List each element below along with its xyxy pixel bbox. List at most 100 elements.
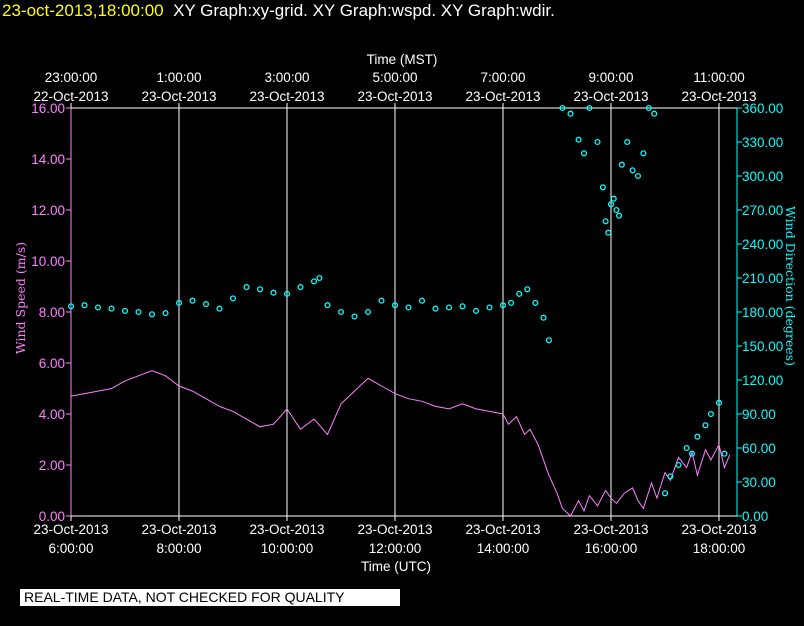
grid-layer xyxy=(178,108,720,516)
bottom-tick-label-date: 23-Oct-2013 xyxy=(141,522,216,537)
series-point-wdir xyxy=(586,104,593,112)
series-point-wdir xyxy=(297,284,304,291)
bottom-tick-label-time: 14:00:00 xyxy=(477,541,530,556)
left-axis-label: Wind Speed (m/s) xyxy=(13,242,28,354)
bottom-tick-label-time: 16:00:00 xyxy=(585,541,638,556)
series-point-wdir xyxy=(616,212,623,219)
series-point-wdir xyxy=(432,305,439,312)
series-point-wdir xyxy=(545,337,552,344)
series-point-wdir xyxy=(351,313,358,320)
series-point-wdir xyxy=(243,284,250,291)
top-tick-label-date: 23-Oct-2013 xyxy=(573,89,648,104)
left-tick-label: 6.00 xyxy=(39,356,65,371)
right-tick-label: 270.00 xyxy=(742,203,783,218)
series-point-wdir xyxy=(516,290,523,297)
top-tick-label-date: 23-Oct-2013 xyxy=(141,89,216,104)
series-point-wdir xyxy=(599,184,606,191)
series-point-wdir xyxy=(148,311,156,318)
series-point-wdir xyxy=(661,490,669,497)
series-point-wdir xyxy=(594,138,601,146)
series-point-wdir xyxy=(175,299,183,306)
axes-layer xyxy=(66,103,742,521)
right-tick-label: 30.00 xyxy=(742,475,776,490)
series-point-wdir xyxy=(364,308,372,316)
series-point-wdir xyxy=(162,310,169,317)
title-date: 23-oct-2013,18:00:00 xyxy=(2,1,164,20)
left-tick-label: 10.00 xyxy=(31,254,65,269)
left-tick-label: 8.00 xyxy=(39,305,65,320)
bottom-tick-label-time: 10:00:00 xyxy=(261,541,314,556)
top-tick-label-time: 1:00:00 xyxy=(156,70,201,85)
right-tick-label: 150.00 xyxy=(742,339,783,354)
bottom-tick-label-date: 23-Oct-2013 xyxy=(573,522,648,537)
right-tick-label: 240.00 xyxy=(742,237,783,252)
bottom-tick-label-time: 8:00:00 xyxy=(156,541,201,556)
left-tick-label: 2.00 xyxy=(39,458,65,473)
right-tick-label: 0.00 xyxy=(742,509,768,524)
top-tick-label-time: 23:00:00 xyxy=(45,70,98,85)
series-point-wdir xyxy=(324,302,331,309)
series-point-wdir xyxy=(316,274,323,282)
bottom-axis-label: Time (UTC) xyxy=(361,559,431,574)
left-tick-label: 16.00 xyxy=(31,101,65,116)
series-point-wdir xyxy=(580,150,588,157)
series-point-wdir xyxy=(94,304,102,311)
series-point-wdir xyxy=(675,461,682,469)
series-point-wdir xyxy=(559,104,566,112)
series-point-wdir xyxy=(472,307,480,314)
series-point-wdir xyxy=(610,195,617,202)
series-point-wdir xyxy=(337,308,345,316)
series-point-wdir xyxy=(418,297,426,304)
right-tick-label: 360.00 xyxy=(742,101,783,116)
series-point-wdir xyxy=(378,297,385,304)
bottom-tick-label-time: 18:00:00 xyxy=(693,541,746,556)
series-point-wdir xyxy=(229,295,237,302)
top-tick-label-time: 7:00:00 xyxy=(480,70,525,85)
top-tick-label-date: 23-Oct-2013 xyxy=(465,89,540,104)
series-point-wdir xyxy=(532,299,539,306)
series-point-wdir xyxy=(618,161,625,168)
series-point-wdir xyxy=(135,308,142,316)
right-tick-label: 210.00 xyxy=(742,271,783,286)
series-layer xyxy=(67,104,731,517)
series-point-wdir xyxy=(508,299,515,306)
series-point-wdir xyxy=(667,473,674,480)
series-point-wdir xyxy=(613,206,620,214)
bottom-tick-label-date: 23-Oct-2013 xyxy=(681,522,756,537)
top-tick-label-date: 23-Oct-2013 xyxy=(249,89,324,104)
left-tick-label: 12.00 xyxy=(31,203,65,218)
series-point-wdir xyxy=(283,290,291,297)
series-point-wdir xyxy=(67,303,75,310)
series-point-wdir xyxy=(702,422,709,429)
top-tick-label-date: 23-Oct-2013 xyxy=(357,89,432,104)
series-point-wdir xyxy=(459,303,466,310)
series-point-wdir xyxy=(634,172,642,180)
series-point-wdir xyxy=(108,305,115,312)
bottom-tick-label-date: 23-Oct-2013 xyxy=(249,522,324,537)
top-tick-label-date: 23-Oct-2013 xyxy=(681,89,756,104)
left-tick-label: 14.00 xyxy=(31,152,65,167)
series-point-wdir xyxy=(575,136,582,143)
series-point-wdir xyxy=(683,444,690,452)
left-tick-label: 4.00 xyxy=(39,407,65,422)
top-tick-label-date: 22-Oct-2013 xyxy=(33,89,108,104)
series-point-wdir xyxy=(707,410,714,418)
series-point-wdir xyxy=(651,110,658,117)
page-title: 23-oct-2013,18:00:00 XY Graph:xy-grid. X… xyxy=(2,1,555,21)
right-tick-label: 90.00 xyxy=(742,407,776,422)
series-point-wdir xyxy=(694,433,701,440)
series-point-wdir xyxy=(607,201,615,208)
series-point-wdir xyxy=(624,138,631,146)
right-tick-label: 60.00 xyxy=(742,441,776,456)
series-point-wdir xyxy=(721,450,728,457)
top-tick-label-time: 5:00:00 xyxy=(372,70,417,85)
left-tick-label: 0.00 xyxy=(39,509,65,524)
bottom-tick-label-date: 23-Oct-2013 xyxy=(357,522,432,537)
series-point-wdir xyxy=(688,450,696,457)
right-axis-label: Wind Direction (degrees) xyxy=(783,206,798,366)
title-graphs: XY Graph:xy-grid. XY Graph:wspd. XY Grap… xyxy=(173,1,555,20)
series-point-wdir xyxy=(256,286,264,293)
bottom-tick-label-date: 23-Oct-2013 xyxy=(33,522,108,537)
series-point-wdir xyxy=(121,307,129,314)
